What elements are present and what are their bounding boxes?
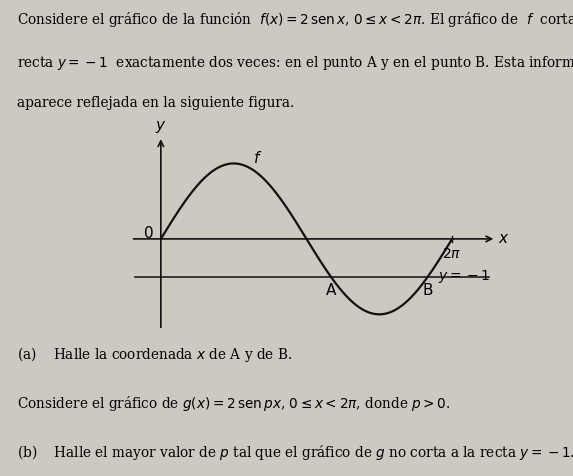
Text: $y=-1$: $y=-1$	[438, 268, 490, 285]
Text: Considere el gráfico de la función  $f(x) = 2\,\mathrm{sen}\,x$, $0 \leq x < 2\p: Considere el gráfico de la función $f(x)…	[17, 10, 573, 29]
Text: B: B	[423, 283, 433, 298]
Text: $f$: $f$	[253, 150, 263, 166]
Text: recta $y=-1$  exactamente dos veces: en el punto A y en el punto B. Esta informa: recta $y=-1$ exactamente dos veces: en e…	[17, 53, 573, 72]
Text: (a)    Halle la coordenada $x$ de A y de B.: (a) Halle la coordenada $x$ de A y de B.	[17, 345, 292, 364]
Text: (b)    Halle el mayor valor de $p$ tal que el gráfico de $g$ no corta a la recta: (b) Halle el mayor valor de $p$ tal que …	[17, 443, 573, 462]
Text: 0: 0	[144, 226, 154, 241]
Text: aparece reflejada en la siguiente figura.: aparece reflejada en la siguiente figura…	[17, 96, 295, 110]
Text: $y$: $y$	[155, 119, 167, 135]
Text: Considere el gráfico de $g(x) = 2\,\mathrm{sen}\,px$, $0 \leq x < 2\pi$, donde $: Considere el gráfico de $g(x) = 2\,\math…	[17, 394, 450, 413]
Text: $x$: $x$	[497, 231, 509, 247]
Text: A: A	[325, 283, 336, 298]
Text: $2\pi$: $2\pi$	[442, 247, 462, 261]
